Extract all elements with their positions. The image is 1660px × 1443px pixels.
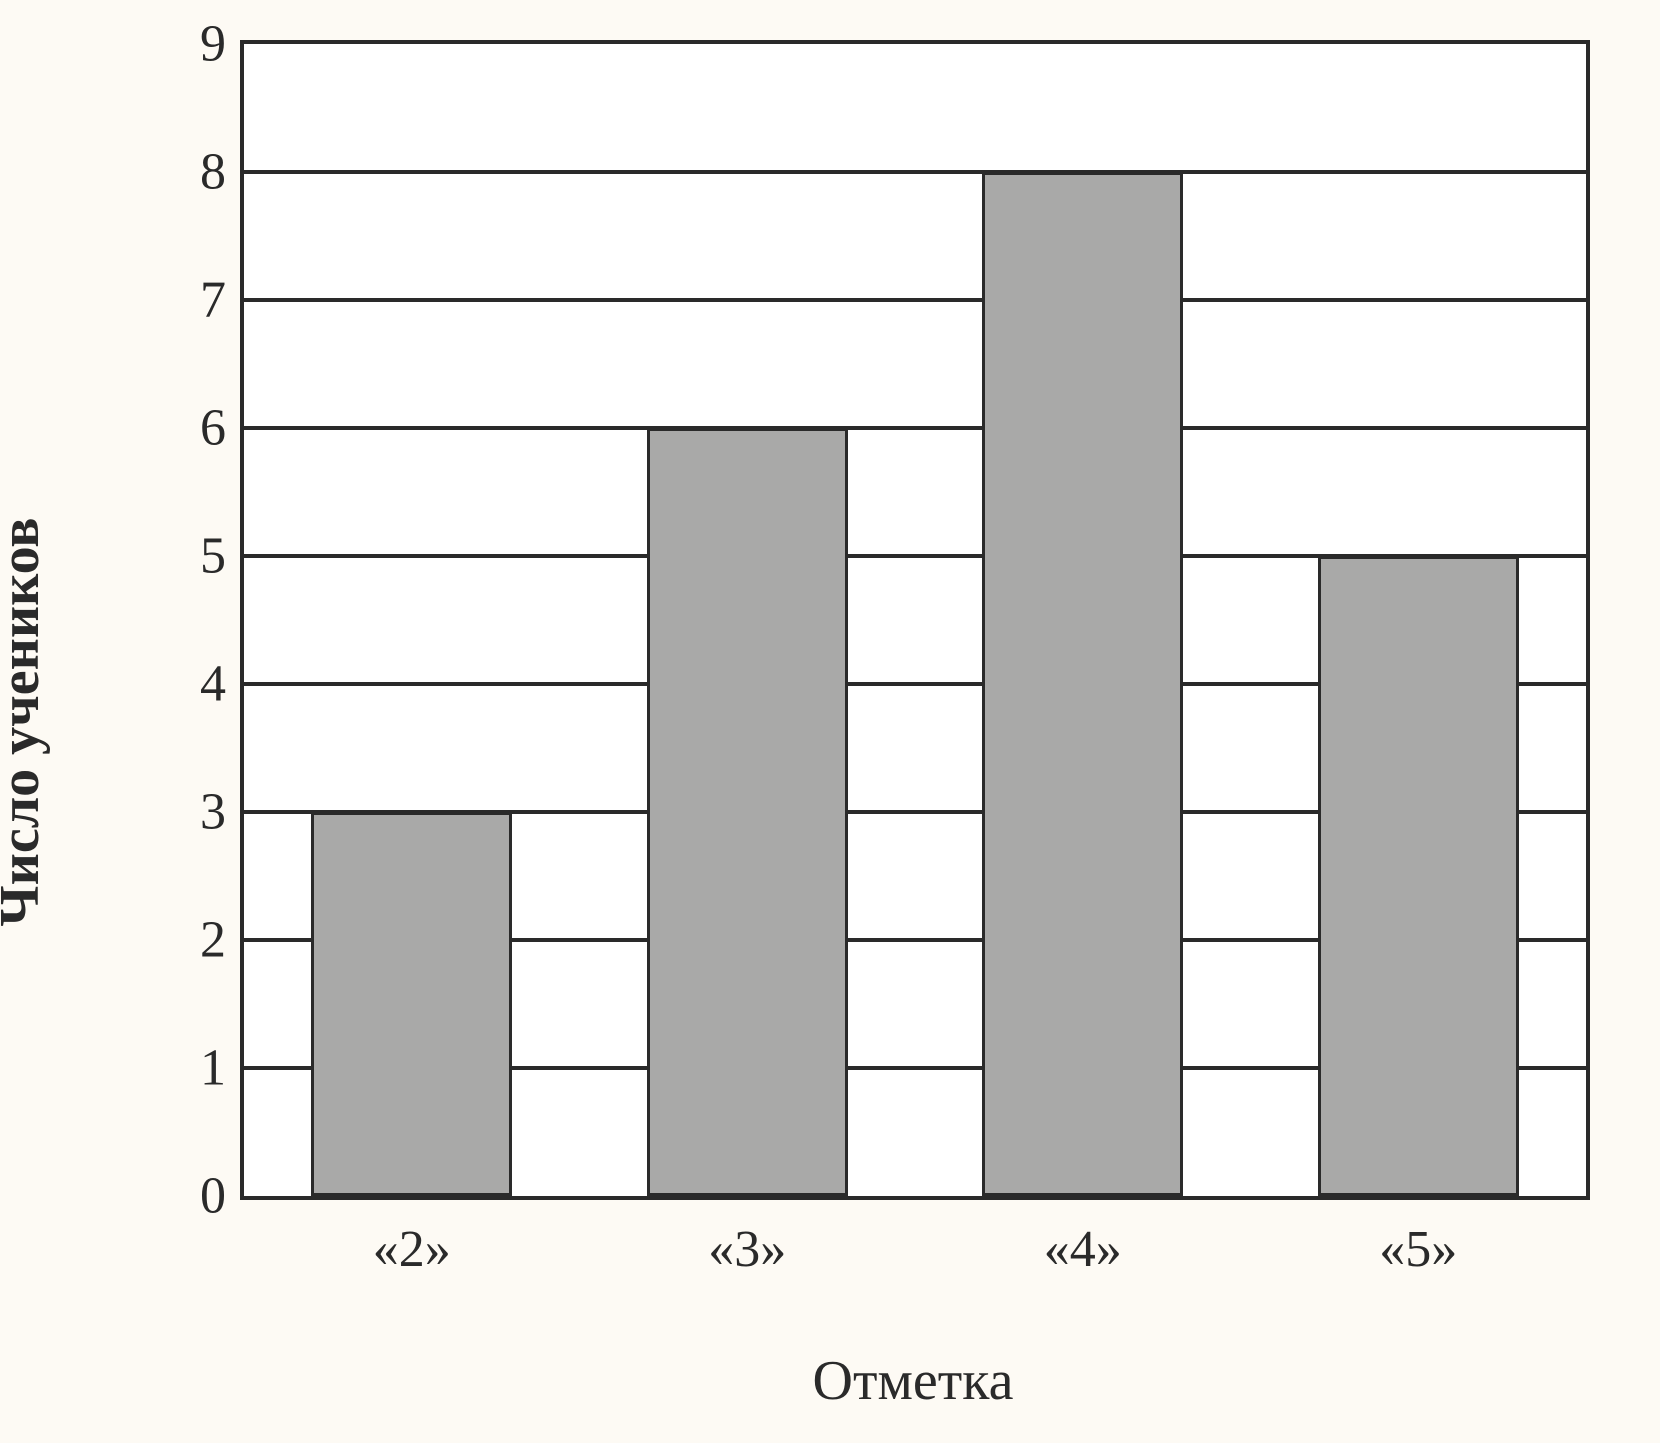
- bar: [982, 172, 1183, 1196]
- y-tick-label: 1: [166, 1039, 226, 1098]
- y-tick-label: 7: [166, 271, 226, 330]
- bar-chart: Число учеников Отметка 0 1 2 3 4 5 6 7 8 9 «2» «3» «…: [0, 0, 1660, 1443]
- x-tick-label: «4»: [1044, 1220, 1122, 1279]
- bar: [311, 812, 512, 1196]
- bar: [647, 428, 848, 1196]
- y-tick-label: 8: [166, 143, 226, 202]
- y-tick-label: 4: [166, 655, 226, 714]
- plot-area: [240, 40, 1590, 1200]
- bar: [1318, 556, 1519, 1196]
- y-tick-label: 9: [166, 15, 226, 74]
- y-tick-label: 2: [166, 911, 226, 970]
- gridline: [244, 170, 1586, 174]
- x-axis-title: Отметка: [813, 1349, 1014, 1413]
- y-axis-title: Число учеников: [0, 517, 52, 926]
- gridline: [244, 298, 1586, 302]
- y-tick-label: 6: [166, 399, 226, 458]
- y-tick-label: 5: [166, 527, 226, 586]
- x-tick-label: «5»: [1379, 1220, 1457, 1279]
- y-tick-label: 0: [166, 1167, 226, 1226]
- y-tick-label: 3: [166, 783, 226, 842]
- x-tick-label: «2»: [373, 1220, 451, 1279]
- x-tick-label: «3»: [708, 1220, 786, 1279]
- gridline: [244, 426, 1586, 430]
